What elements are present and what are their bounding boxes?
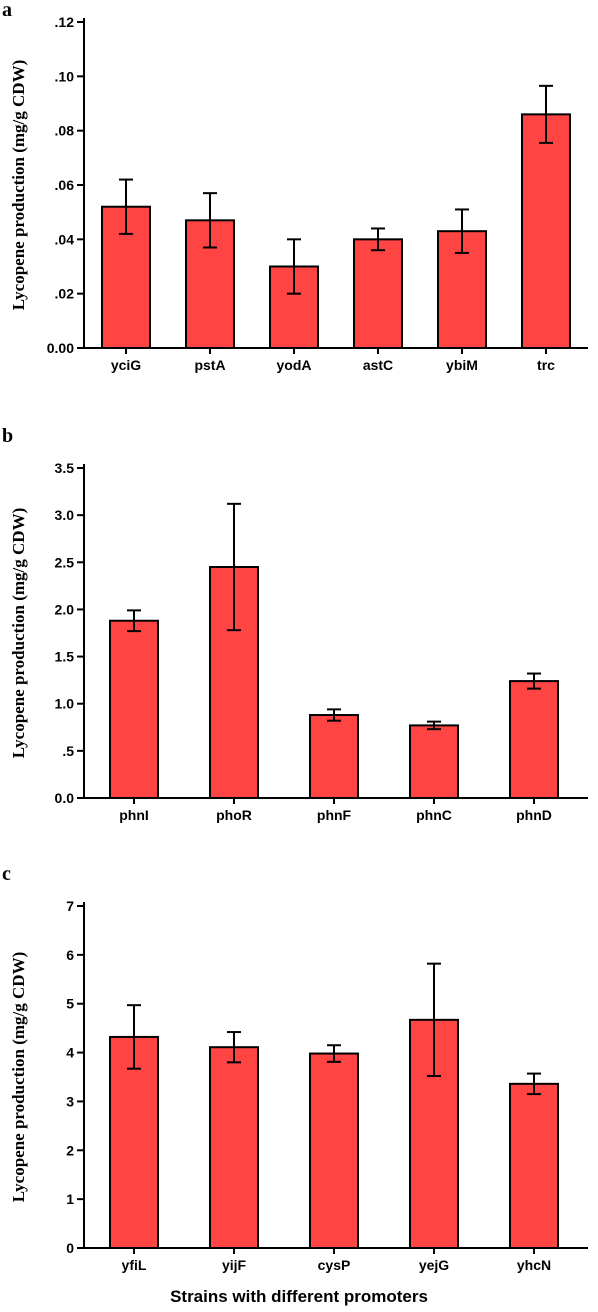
y-tick-label-c: 2 <box>66 1142 74 1158</box>
x-tick-label-a-pstA: pstA <box>194 357 225 373</box>
y-tick-label-b: 2.5 <box>55 554 75 570</box>
y-tick-label-b: 2.0 <box>55 601 75 617</box>
bar-b-phnI <box>109 619 159 799</box>
y-axis-label-a: Lycopene production (mg/g CDW) <box>9 60 28 310</box>
panel-letter-b: b <box>2 425 13 447</box>
bar-b-phnF <box>309 714 359 799</box>
x-axis-label: Strains with different promoters <box>170 1287 428 1306</box>
y-tick-label-a: .02 <box>55 286 75 302</box>
y-axis-label-c: Lycopene production (mg/g CDW) <box>9 952 28 1202</box>
x-tick-label-c-yfiL: yfiL <box>122 1257 147 1273</box>
x-tick-label-c-yhcN: yhcN <box>517 1257 551 1273</box>
x-tick-label-b-phnF: phnF <box>317 807 352 823</box>
chart-panel-c: c Lycopene production (mg/g CDW) 0 1 2 3 4 5 6… <box>2 863 588 1273</box>
bar-c-yhcN <box>509 1082 559 1249</box>
plot-area-b: 0.0 .5 1.0 1.5 2.0 2.5 3.0 3.5 phnI phoR phnF phnC p… <box>55 460 588 823</box>
x-tick-label-b-phnI: phnI <box>119 807 149 823</box>
y-tick-label-a: .06 <box>55 177 75 193</box>
bar-c-cysP <box>309 1052 359 1250</box>
y-tick-label-c: 4 <box>66 1045 74 1061</box>
y-tick-label-b: .5 <box>62 743 74 759</box>
bar-b-phnC <box>409 724 459 800</box>
x-tick-label-a-trc: trc <box>537 357 555 373</box>
y-tick-label-b: 1.0 <box>55 696 75 712</box>
y-tick-label-c: 0 <box>66 1240 74 1256</box>
bar-c-yfiL <box>109 1035 159 1249</box>
chart-panel-a: a Lycopene production (mg/g CDW) 0.00 .02… <box>2 0 588 373</box>
x-tick-label-c-yejG: yejG <box>419 1257 449 1273</box>
x-tick-label-a-astC: astC <box>363 357 393 373</box>
y-tick-label-c: 3 <box>66 1093 74 1109</box>
plot-area-a: 0.00 .02 .04 .06 .08 .10 .12 yciG pstA yodA astC yb… <box>47 14 588 373</box>
plot-area-c: 0 1 2 3 4 5 6 7 yfiL yijF cysP yejG yhcN <box>66 898 588 1273</box>
y-tick-label-a: .10 <box>55 68 75 84</box>
y-tick-label-a: .08 <box>55 123 75 139</box>
x-tick-label-a-ybiM: ybiM <box>446 357 478 373</box>
y-tick-label-a: 0.00 <box>47 340 74 356</box>
panel-letter-a: a <box>2 0 12 21</box>
y-tick-label-c: 1 <box>66 1191 74 1207</box>
y-tick-label-b: 1.5 <box>55 649 75 665</box>
chart-panel-b: b Lycopene production (mg/g CDW) 0.0 .5 1.… <box>2 425 588 823</box>
y-tick-label-a: .04 <box>55 231 75 247</box>
bar-a-trc <box>521 113 571 349</box>
y-tick-label-c: 5 <box>66 996 74 1012</box>
y-axis-label-b: Lycopene production (mg/g CDW) <box>9 508 28 758</box>
x-tick-label-a-yciG: yciG <box>111 357 141 373</box>
x-tick-label-c-cysP: cysP <box>318 1257 351 1273</box>
panel-letter-c: c <box>2 863 11 885</box>
y-tick-label-a: .12 <box>55 14 75 30</box>
y-tick-label-c: 7 <box>66 898 74 914</box>
y-tick-label-b: 3.5 <box>55 460 75 476</box>
x-tick-label-a-yodA: yodA <box>277 357 312 373</box>
bar-c-yijF <box>209 1046 259 1249</box>
bar-a-astC <box>353 238 403 349</box>
x-tick-label-c-yijF: yijF <box>222 1257 247 1273</box>
bar-b-phnD <box>509 680 559 799</box>
x-tick-label-b-phoR: phoR <box>216 807 252 823</box>
y-tick-label-b: 3.0 <box>55 507 75 523</box>
x-tick-label-b-phnD: phnD <box>516 807 552 823</box>
x-tick-label-b-phnC: phnC <box>416 807 452 823</box>
y-tick-label-c: 6 <box>66 947 74 963</box>
y-tick-label-b: 0.0 <box>55 790 75 806</box>
